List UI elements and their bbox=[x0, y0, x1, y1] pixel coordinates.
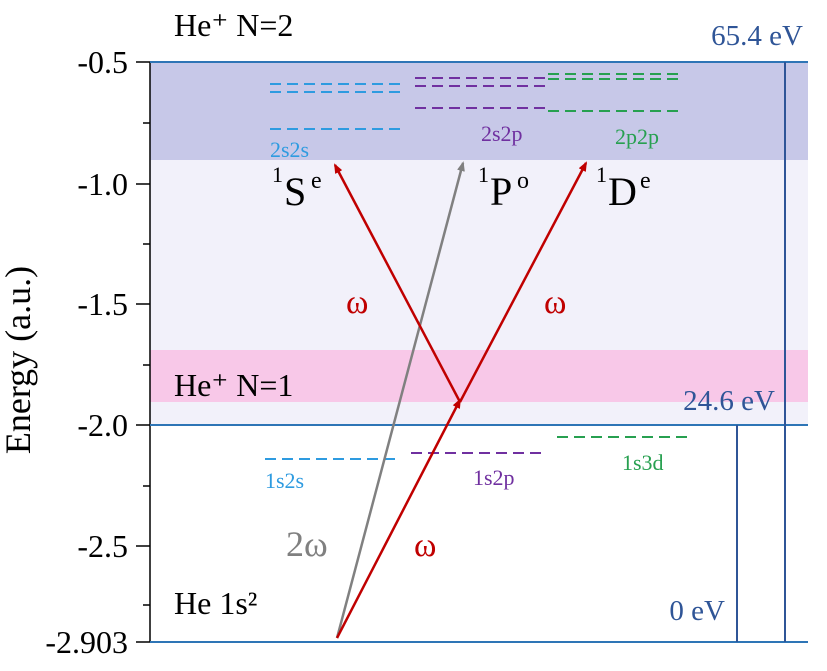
tick-label: -1.5 bbox=[77, 286, 128, 322]
region-label-ground: He 1s² bbox=[174, 585, 257, 621]
tick-label: -2.0 bbox=[77, 407, 128, 443]
region-label-n1: He⁺ N=1 bbox=[174, 367, 293, 403]
svg-text:e: e bbox=[640, 168, 651, 194]
two-omega-label: 2ω bbox=[286, 524, 328, 564]
state-label-2s2s: 2s2s bbox=[270, 137, 309, 162]
photon-arrow-omega-to-s bbox=[333, 163, 462, 403]
symmetry-label-s: 1 S e bbox=[272, 162, 322, 214]
state-label-2p2p: 2p2p bbox=[615, 124, 659, 149]
omega-label-lower: ω bbox=[414, 527, 436, 564]
he-plus-n2-band bbox=[150, 62, 808, 160]
y-axis-label: Energy (a.u.) bbox=[0, 266, 38, 454]
he-plus-n1-band bbox=[150, 350, 808, 402]
svg-text:D: D bbox=[608, 169, 637, 214]
svg-text:1: 1 bbox=[478, 162, 489, 187]
p-resonance-levels bbox=[415, 77, 545, 109]
tick-label: -1.0 bbox=[77, 166, 128, 202]
state-label-1s2s: 1s2s bbox=[265, 468, 304, 493]
photon-arrow-omega-first bbox=[335, 398, 462, 639]
state-label-2s2p: 2s2p bbox=[481, 121, 523, 146]
omega-label-right: ω bbox=[544, 284, 566, 321]
energy-label-top: 65.4 eV bbox=[711, 20, 803, 52]
svg-text:1: 1 bbox=[272, 162, 283, 187]
svg-text:1: 1 bbox=[596, 162, 607, 187]
omega-label-left: ω bbox=[346, 284, 368, 321]
symmetry-label-d: 1 D e bbox=[596, 162, 651, 214]
region-label-n2: He⁺ N=2 bbox=[174, 7, 293, 43]
symmetry-label-p: 1 P o bbox=[478, 162, 529, 214]
tick-label: -0.5 bbox=[77, 44, 128, 80]
svg-text:P: P bbox=[490, 169, 512, 214]
d-resonance-levels bbox=[548, 73, 684, 112]
s-resonance-levels bbox=[270, 83, 400, 130]
tick-label: -2.903 bbox=[45, 624, 128, 660]
two-photon-arrow-2omega bbox=[335, 161, 465, 639]
energy-label-middle: 24.6 eV bbox=[683, 385, 775, 417]
svg-text:e: e bbox=[311, 168, 322, 194]
state-label-1s2p: 1s2p bbox=[473, 465, 515, 490]
state-label-1s3d: 1s3d bbox=[622, 450, 664, 475]
tick-label: -2.5 bbox=[77, 528, 128, 564]
y-ticks bbox=[136, 61, 150, 643]
svg-text:o: o bbox=[517, 168, 529, 194]
photon-arrow-omega-to-d bbox=[458, 161, 588, 403]
svg-text:S: S bbox=[284, 169, 306, 214]
energy-label-bottom: 0 eV bbox=[669, 595, 725, 627]
